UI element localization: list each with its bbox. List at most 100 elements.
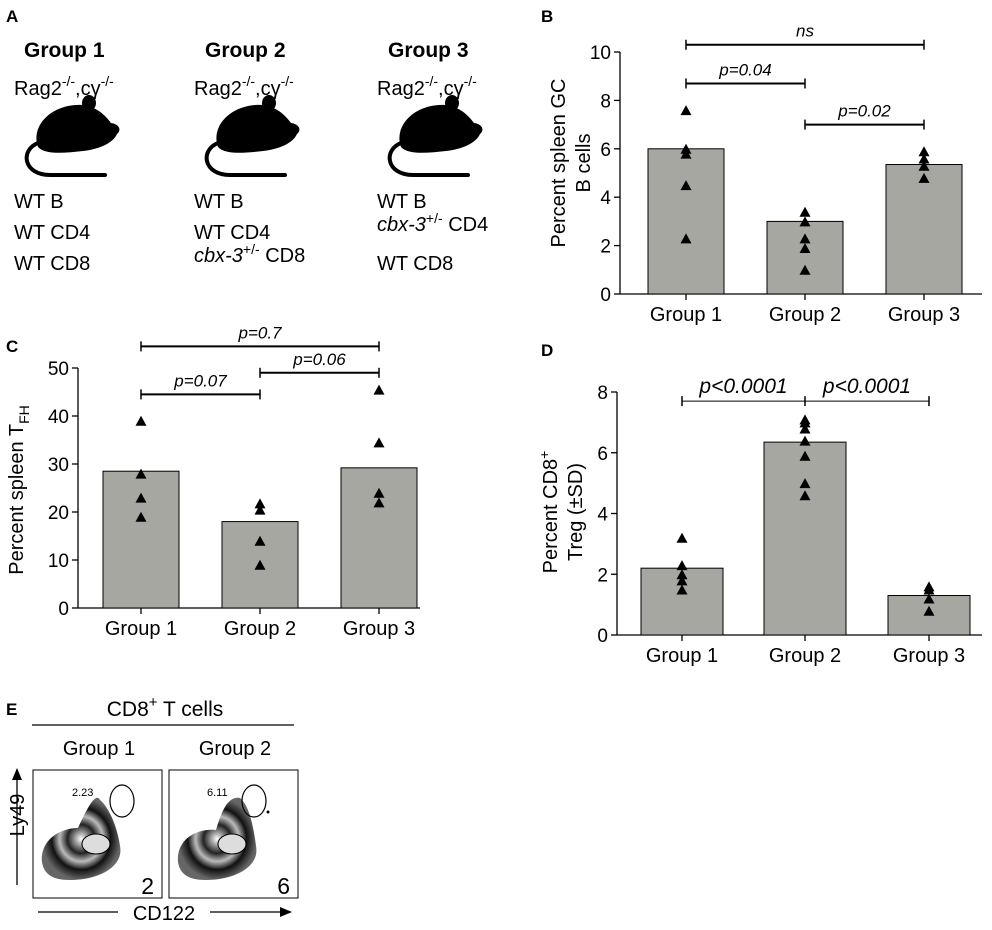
chart-d-ylabel-line2: Treg (±SD) xyxy=(565,463,587,561)
data-point xyxy=(373,384,385,395)
panel-letter-a: A xyxy=(6,7,18,26)
y-tick-label: 20 xyxy=(48,503,69,524)
chart-b-ylabel-line1: Percent spleen GC xyxy=(548,79,570,248)
cell-line-1: WT B xyxy=(14,191,64,213)
bar xyxy=(766,220,844,295)
x-axis-label: CD122 xyxy=(133,903,195,925)
data-point xyxy=(135,415,147,426)
data-point xyxy=(680,180,692,191)
cell-line-2: WT CD4 xyxy=(194,222,270,244)
cell-line-2: WT CD4 xyxy=(14,222,90,244)
cell-line-3: WT CD8 xyxy=(377,253,453,275)
bar xyxy=(885,164,963,295)
y-tick-label: 30 xyxy=(48,455,69,476)
flow-corner-value: 2 xyxy=(141,873,154,899)
cell-line-2: cbx-3+/- CD4 xyxy=(377,210,488,236)
data-point xyxy=(135,511,147,522)
comparison-label: p<0.0001 xyxy=(822,375,911,398)
bar xyxy=(102,470,180,609)
strain-label: Rag2-/-,cγ-/- xyxy=(194,73,294,100)
cell-line-1: WT B xyxy=(194,191,244,213)
mouse-icon xyxy=(204,93,302,177)
panel-letter-d: D xyxy=(541,341,553,360)
flow-plot-1: 2.23 2 xyxy=(32,769,163,899)
comparison-label: p=0.04 xyxy=(718,60,771,79)
chart-c: 0 10 20 30 40 50 Group 1 Group 2 Group 3 p=0.7 p=0… xyxy=(48,323,420,640)
flow-density-core xyxy=(217,833,247,855)
x-axis-arrowhead xyxy=(280,907,292,917)
comparison-label: p=0.07 xyxy=(173,371,227,390)
strain-label: Rag2-/-,cγ-/- xyxy=(377,73,477,100)
data-point xyxy=(799,243,811,254)
data-point xyxy=(680,148,692,159)
chart-c-ylabel: Percent spleen TFH xyxy=(6,405,32,575)
comparison-label: p=0.06 xyxy=(292,350,346,369)
data-point xyxy=(799,264,811,275)
y-tick-label: 10 xyxy=(48,551,69,572)
y-tick-label: 2 xyxy=(597,565,608,586)
comparison-label: p=0.7 xyxy=(237,323,282,342)
comparison-label: p<0.0001 xyxy=(698,375,787,398)
panel-letter-c: C xyxy=(6,337,18,356)
flow-event-dot xyxy=(266,810,270,814)
y-tick-label: 10 xyxy=(590,43,611,64)
data-point xyxy=(254,535,266,546)
data-point xyxy=(676,532,688,543)
group-title: Group 3 xyxy=(388,39,469,62)
x-tick-label: Group 1 xyxy=(646,645,718,667)
data-point xyxy=(923,593,935,604)
data-point xyxy=(373,487,385,498)
data-point xyxy=(918,160,930,171)
x-tick-label: Group 1 xyxy=(650,304,722,326)
data-point xyxy=(799,423,811,434)
bar xyxy=(647,148,725,295)
data-point xyxy=(799,490,811,501)
bar xyxy=(763,441,847,636)
data-point xyxy=(680,105,692,116)
x-tick-label: Group 2 xyxy=(769,645,841,667)
chart-d: 0 2 4 6 8 Group 1 Group 2 Group 3 p<0.0001 p<0.00… xyxy=(597,375,982,667)
group-title: Group 2 xyxy=(205,39,286,62)
data-point xyxy=(799,478,811,489)
x-tick-label: Group 2 xyxy=(769,304,841,326)
flow-density-contour xyxy=(41,797,121,880)
panel-letter-e: E xyxy=(6,700,17,719)
x-tick-label: Group 3 xyxy=(893,645,965,667)
chart-b: 0 2 4 6 8 10 Group 1 Group 2 Group 3 ns p=0.04 p=0.… xyxy=(590,22,982,326)
flow-plot-1-title: Group 1 xyxy=(63,738,135,760)
flow-plot-2: 6.11 6 xyxy=(168,769,299,899)
data-point xyxy=(799,435,811,446)
panel-a-group-3: Group 3 Rag2-/-,cγ-/- WT B cbx-3+/- CD4 … xyxy=(377,39,488,275)
y-tick-label: 4 xyxy=(597,505,608,526)
chart-d-ylabel-line1: Percent CD8+ xyxy=(536,451,562,574)
y-tick-label: 0 xyxy=(58,599,69,620)
data-point xyxy=(135,492,147,503)
y-tick-label: 8 xyxy=(600,91,611,112)
comparison-label: p=0.02 xyxy=(837,102,891,121)
flow-gate-value: 6.11 xyxy=(207,787,228,799)
y-tick-label: 6 xyxy=(597,444,608,465)
flow-plot-2-title: Group 2 xyxy=(199,738,271,760)
y-tick-label: 4 xyxy=(600,188,611,209)
mouse-icon xyxy=(387,93,485,177)
y-axis-label: Ly49 xyxy=(7,794,29,837)
panel-a-group-1: Group 1 Rag2-/-,cγ-/- WT B WT CD4 WT CD8 xyxy=(14,39,122,275)
flow-density-contour xyxy=(177,797,257,880)
data-point xyxy=(680,233,692,244)
x-tick-label: Group 3 xyxy=(888,304,960,326)
data-point xyxy=(799,206,811,217)
y-tick-label: 2 xyxy=(600,237,611,258)
data-point xyxy=(254,504,266,515)
data-point xyxy=(918,153,930,164)
y-tick-label: 50 xyxy=(48,359,69,380)
data-point xyxy=(373,437,385,448)
data-point xyxy=(799,233,811,244)
x-tick-label: Group 2 xyxy=(224,618,296,640)
mouse-icon xyxy=(24,93,122,177)
group-title: Group 1 xyxy=(24,39,105,62)
data-point xyxy=(676,575,688,586)
y-tick-label: 6 xyxy=(600,140,611,161)
strain-label: Rag2-/-,cγ-/- xyxy=(14,73,114,100)
data-point xyxy=(373,497,385,508)
